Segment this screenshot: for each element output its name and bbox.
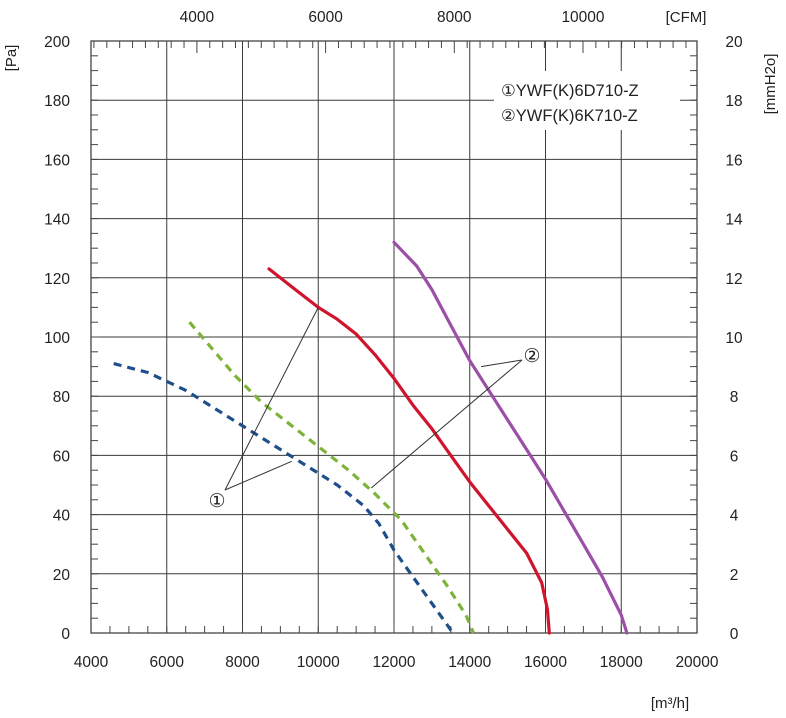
x-tick-label: 14000 [448, 654, 491, 671]
y-tick-label: 140 [44, 212, 70, 229]
y-right-tick-label: 0 [730, 626, 739, 643]
x-tick-label: 20000 [675, 654, 718, 671]
annotation-leader-line [224, 307, 319, 491]
y-right-tick-label: 14 [725, 212, 743, 229]
x-tick-label: 18000 [600, 654, 643, 671]
y-tick-label: 120 [44, 271, 70, 288]
y-right-tick-label: 8 [730, 389, 739, 406]
y-tick-label: 40 [53, 508, 71, 525]
legend-entry-1: ①YWF(K)6D710-Z [501, 82, 639, 100]
x-top-tick-label: 10000 [561, 9, 604, 26]
annotation-leader-line [224, 460, 292, 491]
x-tick-label: 12000 [372, 654, 415, 671]
annotation-leader-line [481, 359, 523, 368]
y-tick-label: 160 [44, 152, 70, 169]
y-right-tick-label: 16 [725, 152, 742, 169]
x-tick-label: 6000 [150, 654, 185, 671]
y-axis-label-right: [mmH2o] [762, 54, 779, 115]
y-right-tick-label: 20 [725, 34, 743, 51]
annotation-label: ① [208, 491, 225, 512]
legend-entry-2: ②YWF(K)6K710-Z [501, 107, 638, 125]
y-tick-label: 0 [61, 626, 70, 643]
y-tick-label: 60 [53, 448, 71, 465]
x-top-tick-label: 4000 [180, 9, 215, 26]
y-right-tick-label: 18 [725, 93, 742, 110]
series-lines [113, 240, 629, 635]
x-axis-label-top: [CFM] [666, 9, 707, 26]
series-line-3 [113, 362, 456, 635]
tick-labels: 4000 6000 8000 10000 12000 14000 16000 18000 200… [44, 9, 743, 671]
y-tick-label: 100 [44, 330, 70, 347]
y-right-tick-label: 6 [730, 448, 739, 465]
y-tick-label: 20 [53, 567, 71, 584]
y-right-tick-label: 12 [725, 271, 742, 288]
x-top-tick-label: 6000 [308, 9, 343, 26]
y-tick-label: 200 [44, 34, 70, 51]
y-right-tick-label: 4 [730, 508, 739, 525]
x-tick-label: 16000 [524, 654, 567, 671]
series-line-2 [392, 240, 629, 635]
grid [90, 40, 698, 634]
y-axis-label-left: [Pa] [3, 45, 20, 72]
y-right-tick-label: 2 [730, 567, 739, 584]
annotations: ①② [208, 307, 541, 512]
y-right-tick-label: 10 [725, 330, 743, 347]
x-tick-label: 8000 [225, 654, 260, 671]
annotation-label: ② [523, 346, 540, 367]
axis-ticks [90, 40, 698, 634]
series-line-1 [267, 267, 551, 635]
x-tick-label: 10000 [297, 654, 340, 671]
series-line-4 [188, 321, 475, 634]
x-tick-label: 4000 [74, 654, 109, 671]
y-tick-label: 180 [44, 93, 70, 110]
legend-box [494, 71, 680, 130]
legend: ①YWF(K)6D710-Z ②YWF(K)6K710-Z [494, 71, 680, 130]
annotation-leader-line [370, 359, 523, 489]
x-axis-label-bottom: [m³/h] [651, 695, 689, 712]
x-top-tick-label: 8000 [437, 9, 472, 26]
y-tick-label: 80 [53, 389, 71, 406]
